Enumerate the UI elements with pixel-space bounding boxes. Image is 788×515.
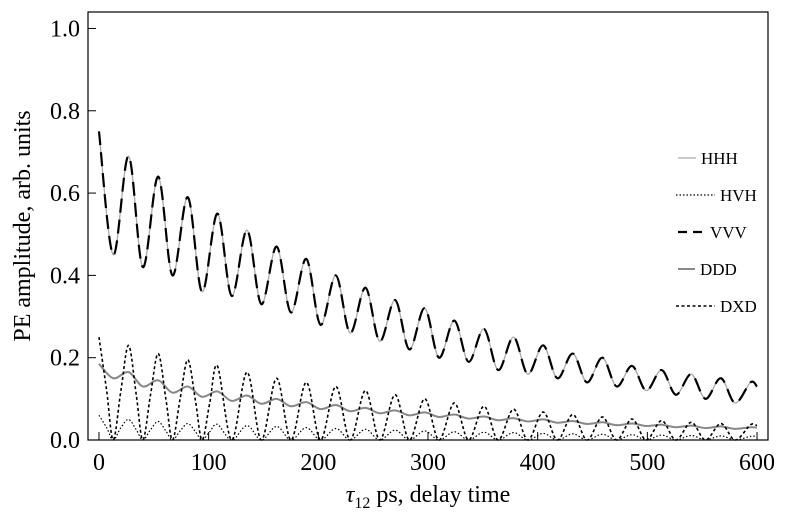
y-axis-title: PE amplitude, arb. units — [10, 110, 36, 341]
y-tick-label: 1.0 — [50, 16, 80, 42]
y-tick-label: 0.8 — [50, 99, 80, 125]
y-tick-label: 0.0 — [50, 428, 80, 454]
legend-label-hvh: HVH — [720, 186, 757, 205]
legend-label-ddd: DDD — [700, 260, 737, 279]
y-tick-label: 0.2 — [50, 346, 80, 372]
x-tick-label: 0 — [93, 450, 105, 476]
x-tick-label: 200 — [300, 450, 336, 476]
ticks-layer: 0 100 200 300 400 500 600 0.0 0.2 0.4 0.6 0.8 1.0 — [50, 16, 775, 476]
x-tick-label: 500 — [629, 450, 665, 476]
x-tick-label: 400 — [520, 450, 556, 476]
series-line-ddd — [98, 363, 758, 430]
legend-label-vvv: VVV — [710, 223, 748, 242]
legend-label-hhh: HHH — [701, 149, 738, 168]
x-axis-title: τ12 ps, delay time — [346, 482, 511, 512]
x-axis-title-subscript: 12 — [354, 495, 370, 512]
x-axis-title-rest: ps, delay time — [370, 482, 510, 508]
series-line-hvh — [98, 414, 758, 441]
series-line-dxd — [98, 337, 758, 441]
y-tick-label: 0.6 — [50, 181, 80, 207]
x-tick-label: 600 — [739, 450, 775, 476]
series-layer — [97, 131, 758, 441]
series-line-vvv — [97, 131, 758, 405]
x-tick-label: 300 — [410, 450, 446, 476]
legend-label-dxd: DXD — [720, 297, 757, 316]
x-tick-label: 100 — [191, 450, 227, 476]
legend: HHH HVH VVV DDD DXD — [676, 149, 757, 316]
y-tick-label: 0.4 — [50, 263, 80, 289]
x-axis-title-symbol: τ — [346, 482, 356, 508]
